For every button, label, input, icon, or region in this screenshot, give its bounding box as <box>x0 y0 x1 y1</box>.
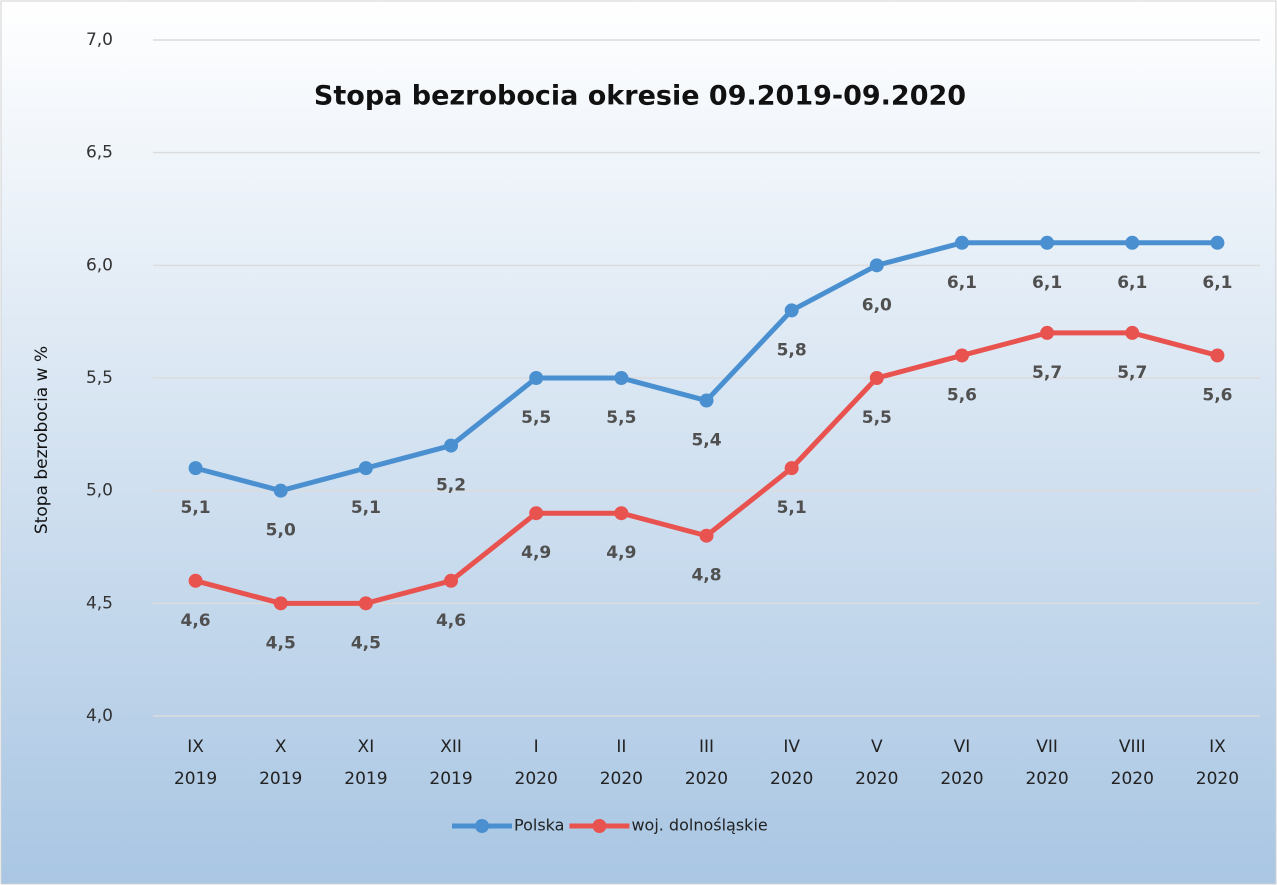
data-label: 6,1 <box>1032 273 1062 293</box>
data-point <box>1040 325 1055 340</box>
data-label: 4,6 <box>181 611 211 631</box>
y-axis-title: Stopa bezrobocia w % <box>32 346 52 534</box>
data-label: 5,5 <box>606 408 636 428</box>
data-label: 6,0 <box>862 295 892 315</box>
data-label: 5,8 <box>777 340 807 360</box>
x-tick-label: 2020 <box>1111 769 1154 789</box>
legend-label: Polska <box>514 816 564 835</box>
y-tick-label: 4,0 <box>86 706 113 726</box>
data-label: 5,6 <box>1202 385 1232 405</box>
x-tick-label: X <box>275 737 287 757</box>
x-tick-label: 2020 <box>770 769 813 789</box>
data-point <box>954 235 969 250</box>
x-tick-label: II <box>616 737 626 757</box>
data-label: 5,4 <box>691 431 721 451</box>
y-tick-label: 4,5 <box>86 593 113 613</box>
data-label: 5,2 <box>436 476 466 496</box>
data-label: 4,9 <box>606 543 636 563</box>
data-label: 6,1 <box>1202 273 1232 293</box>
data-label: 4,5 <box>351 633 381 653</box>
x-tick-label: 2019 <box>344 769 387 789</box>
data-point <box>784 461 799 476</box>
legend-marker <box>475 819 489 833</box>
x-tick-label: 2020 <box>685 769 728 789</box>
data-label: 6,1 <box>1117 273 1147 293</box>
grid: 4,0 4,5 5,0 5,5 6,0 6,5 7,0 IX 2019 X 2019 XI 2019 XI… <box>86 30 1260 789</box>
data-point <box>444 573 459 588</box>
y-tick-label: 7,0 <box>86 30 113 50</box>
x-tick-label: 2020 <box>600 769 643 789</box>
x-tick-label: 2019 <box>429 769 472 789</box>
x-tick-label: 2020 <box>855 769 898 789</box>
data-point <box>699 528 714 543</box>
data-point <box>699 393 714 408</box>
data-label: 5,1 <box>351 498 381 518</box>
data-point <box>529 371 544 385</box>
x-tick-label: VIII <box>1119 737 1146 757</box>
data-point <box>1125 325 1140 340</box>
data-label: 5,5 <box>521 408 551 428</box>
data-point <box>358 461 373 476</box>
legend-marker <box>592 819 607 833</box>
x-tick-label: 2019 <box>174 769 217 789</box>
data-label: 4,6 <box>436 611 466 631</box>
data-point <box>1210 348 1225 363</box>
data-label: 5,1 <box>777 498 807 518</box>
data-label: 4,9 <box>521 543 551 563</box>
x-tick-label: IX <box>1209 737 1226 757</box>
x-tick-label: IX <box>187 737 204 757</box>
data-label: 5,0 <box>266 521 296 541</box>
data-label: 5,7 <box>1032 363 1062 383</box>
data-point <box>1210 235 1225 250</box>
x-tick-label: 2020 <box>940 769 983 789</box>
x-tick-label: 2020 <box>1196 769 1239 789</box>
x-tick-label: 2019 <box>259 769 302 789</box>
data-point <box>784 303 799 318</box>
data-point <box>614 371 629 385</box>
legend-label: woj. dolnośląskie <box>631 816 767 835</box>
x-tick-label: III <box>699 737 714 757</box>
data-point <box>188 573 203 588</box>
plot: 5,1 5,0 5,1 5,2 5,5 5,5 5,4 5,8 6,0 6,1 6,1 6,1 6,1 4… <box>181 235 1232 653</box>
x-tick-label: VII <box>1036 737 1058 757</box>
y-tick-label: 6,5 <box>86 143 113 163</box>
x-tick-label: VI <box>954 737 971 757</box>
data-point <box>869 371 884 385</box>
y-tick-label: 5,0 <box>86 481 113 501</box>
data-label: 5,1 <box>181 498 211 518</box>
data-label: 4,8 <box>691 566 721 586</box>
data-label: 5,7 <box>1117 363 1147 383</box>
data-label: 5,6 <box>947 385 977 405</box>
x-tick-label: V <box>871 737 883 757</box>
chart-title: Stopa bezrobocia okresie 09.2019-09.2020 <box>314 81 966 112</box>
y-tick-label: 5,5 <box>86 368 113 388</box>
data-point <box>614 506 629 521</box>
x-tick-label: XII <box>440 737 462 757</box>
data-point <box>954 348 969 363</box>
data-point <box>444 438 459 453</box>
data-label: 6,1 <box>947 273 977 293</box>
y-tick-label: 6,0 <box>86 255 113 275</box>
data-point <box>1125 235 1140 250</box>
x-tick-label: IV <box>783 737 800 757</box>
data-point <box>273 483 288 498</box>
data-point <box>358 596 373 611</box>
data-point <box>273 596 288 611</box>
legend: Polska woj. dolnośląskie <box>452 816 768 835</box>
data-point <box>869 258 884 273</box>
data-label: 5,5 <box>862 408 892 428</box>
data-point <box>529 506 544 521</box>
data-point <box>1040 235 1055 250</box>
x-tick-label: 2020 <box>515 769 558 789</box>
x-tick-label: I <box>534 737 539 757</box>
x-tick-label: 2020 <box>1025 769 1068 789</box>
data-point <box>188 461 203 476</box>
x-tick-label: XI <box>358 737 375 757</box>
data-label: 4,5 <box>266 633 296 653</box>
